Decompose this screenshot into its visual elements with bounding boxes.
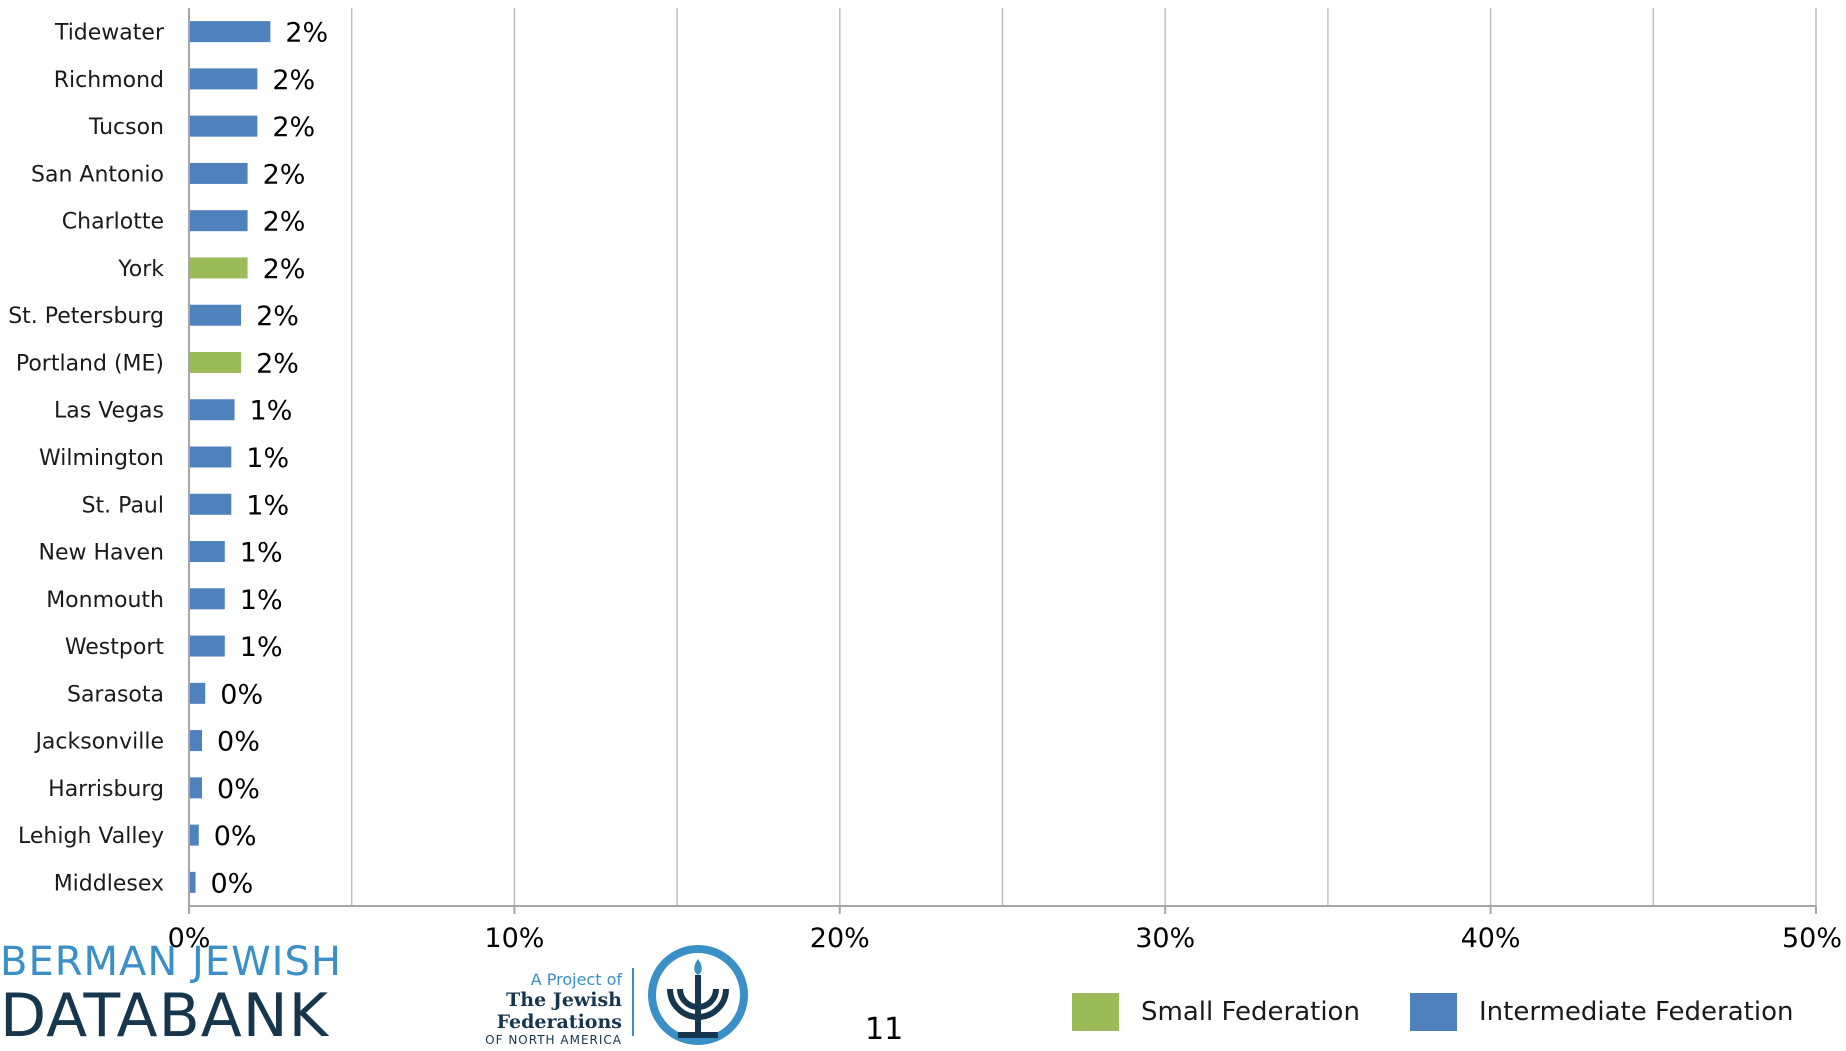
category-label: Lehigh Valley xyxy=(18,824,164,849)
value-label: 2% xyxy=(263,207,306,238)
page-number: 11 xyxy=(865,1012,904,1047)
value-label: 1% xyxy=(240,585,283,616)
gridlines xyxy=(350,8,1817,906)
jfna-name: The Jewish Federations xyxy=(496,989,622,1033)
bar xyxy=(190,541,225,563)
legend-item-intermediate-federation: Intermediate Federation xyxy=(1410,993,1793,1031)
category-label: Harrisburg xyxy=(48,777,164,802)
legend-label-intermediate: Intermediate Federation xyxy=(1479,997,1794,1027)
value-label: 1% xyxy=(240,538,283,569)
value-label: 1% xyxy=(246,443,289,474)
logo-line-1: BERMAN JEWISH xyxy=(0,939,342,985)
value-label: 0% xyxy=(217,774,260,805)
category-label: Tucson xyxy=(88,115,164,140)
category-label: York xyxy=(117,257,164,282)
category-label: New Haven xyxy=(38,541,164,566)
jfna-logo-text: A Project of The Jewish Federations OF N… xyxy=(392,970,622,1047)
value-label: 2% xyxy=(256,301,299,332)
category-label: Portland (ME) xyxy=(16,351,164,376)
x-tick-label: 20% xyxy=(810,923,870,950)
category-label: Charlotte xyxy=(62,210,164,235)
value-label: 1% xyxy=(250,396,293,427)
value-label: 0% xyxy=(211,868,254,899)
logo-divider xyxy=(632,968,634,1036)
bar xyxy=(190,588,225,610)
bar xyxy=(190,351,242,373)
jfna-project-of: A Project of xyxy=(530,970,622,989)
category-label: Jacksonville xyxy=(33,730,164,755)
bar-chart: Tidewater Richmond Tucson San Antonio Charlo… xyxy=(8,8,1842,950)
x-tick-label: 50% xyxy=(1782,923,1842,950)
bar xyxy=(190,730,203,752)
x-tick-label: 10% xyxy=(484,923,544,950)
value-label: 2% xyxy=(285,18,328,49)
bar xyxy=(190,493,232,515)
value-label: 0% xyxy=(220,679,263,710)
bar xyxy=(190,21,271,43)
value-label: 1% xyxy=(246,490,289,521)
value-label: 2% xyxy=(263,159,306,190)
value-label: 2% xyxy=(263,254,306,285)
bars xyxy=(190,21,271,893)
bar xyxy=(190,446,232,468)
berman-jewish-databank-logo: BERMAN JEWISH DATABANK xyxy=(0,940,370,1048)
bar xyxy=(190,304,242,326)
category-label: Middlesex xyxy=(54,871,164,896)
menorah-circle-icon xyxy=(648,945,748,1045)
logo-line-2: DATABANK xyxy=(0,981,330,1051)
value-label: 2% xyxy=(272,65,315,96)
category-label: Las Vegas xyxy=(54,399,164,424)
x-axis-tick-labels: 0% 10% 20% 30% 40% 50% xyxy=(168,906,1842,950)
bar xyxy=(190,635,225,657)
bar xyxy=(190,399,235,421)
category-label: Wilmington xyxy=(39,446,164,471)
category-label: St. Paul xyxy=(82,493,164,518)
jfna-subtitle: OF NORTH AMERICA xyxy=(485,1033,622,1047)
bar xyxy=(190,777,203,799)
value-label: 0% xyxy=(214,821,257,852)
bar xyxy=(190,68,258,90)
bar xyxy=(190,824,199,846)
category-label: St. Petersburg xyxy=(8,304,164,329)
value-label: 2% xyxy=(272,112,315,143)
legend-swatch-intermediate xyxy=(1410,993,1457,1031)
value-label: 1% xyxy=(240,632,283,663)
value-label: 0% xyxy=(217,727,260,758)
legend-label-small: Small Federation xyxy=(1141,997,1360,1027)
value-labels: 2% 2% 2% 2% 2% 2% 2% 2% 1% 1% 1% 1% 1% 1% 0% 0% 0% 0% 0% xyxy=(211,18,329,900)
bar xyxy=(190,210,248,232)
bar xyxy=(190,162,248,184)
x-tick-label: 30% xyxy=(1135,923,1195,950)
legend-item-small-federation: Small Federation xyxy=(1072,993,1360,1031)
category-label: San Antonio xyxy=(31,162,164,187)
bar xyxy=(190,871,196,893)
bar xyxy=(190,257,248,279)
category-label: Westport xyxy=(65,635,165,660)
legend-swatch-small xyxy=(1072,993,1119,1031)
category-label: Tidewater xyxy=(54,21,165,46)
x-tick-label: 40% xyxy=(1461,923,1521,950)
category-label: Monmouth xyxy=(46,588,164,613)
category-label: Sarasota xyxy=(67,682,164,707)
bar xyxy=(190,115,258,137)
x-tick-label: 0% xyxy=(168,923,211,950)
category-label: Richmond xyxy=(54,68,164,93)
category-labels: Tidewater Richmond Tucson San Antonio Charlo… xyxy=(8,21,165,897)
value-label: 2% xyxy=(256,348,299,379)
bar xyxy=(190,682,206,704)
